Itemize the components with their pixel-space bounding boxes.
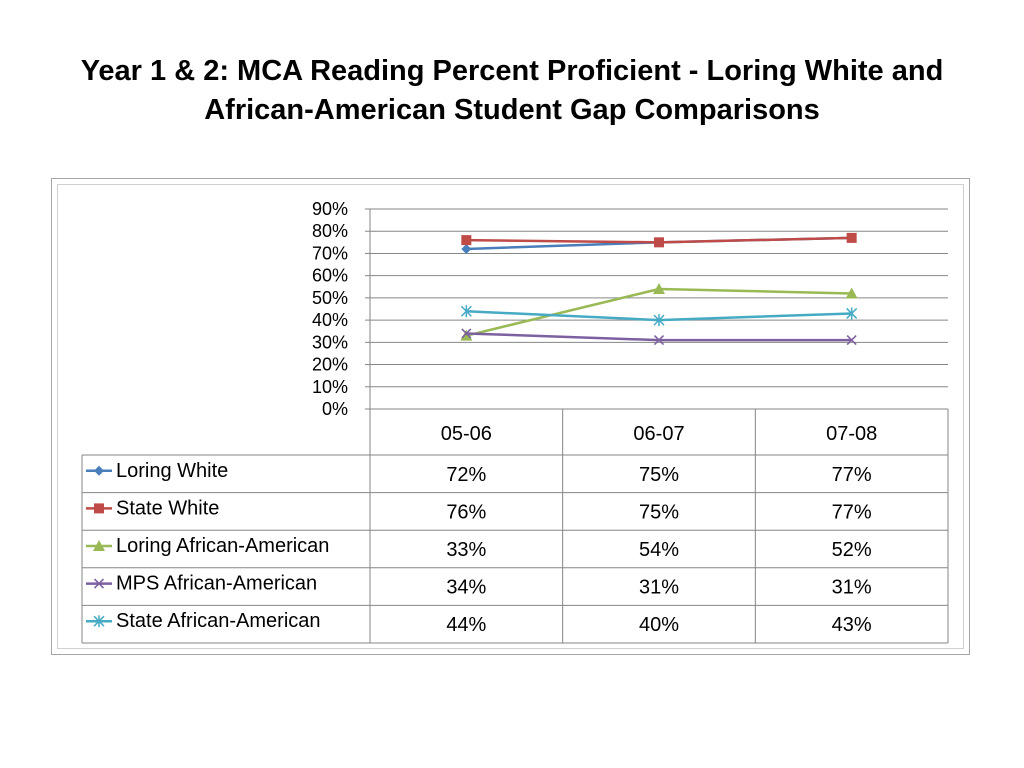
legend-label-state-african-american: State African-American bbox=[116, 610, 321, 632]
data-point-state-african-american bbox=[846, 307, 858, 320]
y-tick-label: 60% bbox=[312, 266, 348, 286]
legend-label-loring-white: Loring White bbox=[116, 460, 228, 482]
legend-marker-state-african-american bbox=[93, 615, 105, 628]
y-tick-label: 10% bbox=[312, 377, 348, 397]
y-tick-label: 40% bbox=[312, 310, 348, 330]
y-tick-label: 30% bbox=[312, 332, 348, 352]
table-cell-loring-white: 77% bbox=[832, 464, 872, 486]
x-category-label: 06-07 bbox=[633, 423, 684, 445]
table-cell-mps-african-american: 34% bbox=[446, 577, 486, 599]
legend-marker-loring-white bbox=[94, 465, 104, 476]
y-tick-label: 80% bbox=[312, 221, 348, 241]
data-point-loring-african-american bbox=[845, 287, 858, 299]
data-point-state-african-american bbox=[653, 314, 665, 327]
legend-marker-mps-african-american bbox=[93, 578, 105, 589]
data-point-state-african-american bbox=[460, 305, 472, 318]
x-category-label: 05-06 bbox=[441, 423, 492, 445]
y-tick-label: 90% bbox=[312, 199, 348, 219]
legend-marker-state-white bbox=[94, 503, 104, 514]
table-cell-state-white: 77% bbox=[832, 501, 872, 523]
data-point-state-white bbox=[846, 232, 857, 243]
legend-label-loring-african-american: Loring African-American bbox=[116, 535, 329, 557]
data-point-loring-african-american bbox=[460, 329, 473, 341]
table-cell-loring-african-american: 52% bbox=[832, 539, 872, 561]
data-point-state-white bbox=[461, 235, 472, 246]
series-line-loring-african-american bbox=[466, 287, 852, 337]
y-tick-label: 0% bbox=[322, 399, 348, 419]
data-point-loring-african-american bbox=[653, 283, 665, 294]
legend-label-mps-african-american: MPS African-American bbox=[116, 573, 317, 595]
table-cell-state-white: 76% bbox=[446, 501, 486, 523]
legend-label-state-white: State White bbox=[116, 497, 219, 519]
line-chart: 0%10%20%30%40%50%60%70%80%90%05-06 06-07 0… bbox=[81, 199, 949, 644]
y-tick-label: 50% bbox=[312, 288, 348, 308]
chart-plot-border bbox=[57, 184, 964, 649]
table-cell-mps-african-american: 31% bbox=[832, 577, 872, 599]
table-cell-state-african-american: 43% bbox=[832, 614, 872, 636]
data-point-mps-african-american bbox=[461, 328, 472, 339]
table-cell-state-african-american: 44% bbox=[446, 614, 486, 636]
slide-title: Year 1 & 2: MCA Reading Percent Proficie… bbox=[80, 55, 944, 126]
data-point-mps-african-american bbox=[653, 335, 665, 346]
table-cell-state-african-american: 40% bbox=[639, 614, 679, 636]
data-point-mps-african-american bbox=[846, 335, 857, 346]
data-point-state-white bbox=[654, 237, 664, 248]
table-cell-loring-african-american: 33% bbox=[446, 539, 486, 561]
x-category-label: 07-08 bbox=[826, 423, 877, 445]
y-tick-label: 20% bbox=[312, 355, 348, 375]
table-cell-mps-african-american: 31% bbox=[639, 577, 679, 599]
legend-marker-loring-african-american bbox=[93, 540, 105, 551]
y-tick-label: 70% bbox=[312, 243, 348, 263]
table-cell-loring-white: 72% bbox=[446, 464, 486, 486]
data-point-loring-white bbox=[461, 244, 472, 254]
chart-frame: 0% 10% 20% 30% 40% 50% 60% 70% 80% 90% 05-06 06-07 0… bbox=[51, 178, 970, 655]
table-cell-loring-african-american: 54% bbox=[639, 539, 679, 561]
table-cell-loring-white: 75% bbox=[639, 464, 679, 486]
table-cell-state-white: 75% bbox=[639, 501, 679, 523]
